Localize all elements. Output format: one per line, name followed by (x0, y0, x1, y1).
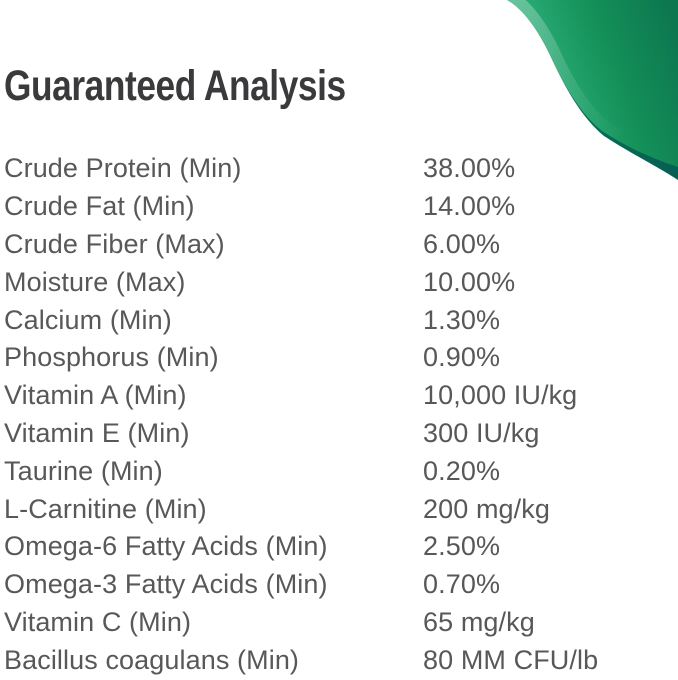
nutrient-label: Vitamin E (Min) (4, 417, 190, 448)
analysis-row: Vitamin E (Min) 300 IU/kg (4, 415, 678, 453)
nutrient-label: Crude Fiber (Max) (4, 228, 225, 259)
nutrient-value: 10,000 IU/kg (423, 380, 578, 411)
nutrient-label: Crude Fat (Min) (4, 191, 195, 222)
swoosh-main (507, 0, 678, 167)
nutrient-label: Taurine (Min) (4, 455, 163, 486)
analysis-row: Omega-3 Fatty Acids (Min) 0.70% (4, 566, 678, 604)
nutrient-value: 1.30% (423, 304, 501, 335)
nutrient-label: Moisture (Max) (4, 266, 186, 297)
nutrient-label: Phosphorus (Min) (4, 342, 219, 373)
nutrient-value: 300 IU/kg (423, 417, 540, 448)
nutrient-value: 0.70% (423, 569, 501, 600)
nutrient-value: 10.00% (423, 266, 516, 297)
nutrient-value: 14.00% (423, 191, 516, 222)
nutrient-label: Bacillus coagulans (Min) (4, 644, 300, 675)
analysis-row: Moisture (Max) 10.00% (4, 263, 678, 301)
nutrient-value: 65 mg/kg (423, 606, 535, 637)
nutrient-value: 0.20% (423, 455, 501, 486)
analysis-row: L-Carnitine (Min) 200 mg/kg (4, 490, 678, 528)
analysis-table: Crude Protein (Min) 38.00% Crude Fat (Mi… (4, 150, 678, 679)
nutrient-label: Crude Protein (Min) (4, 153, 242, 184)
page-title: Guaranteed Analysis (4, 63, 421, 110)
nutrient-label: Omega-3 Fatty Acids (Min) (4, 569, 328, 600)
nutrient-value: 200 mg/kg (423, 493, 550, 524)
analysis-row: Crude Fat (Min) 14.00% (4, 188, 678, 226)
nutrient-label: Calcium (Min) (4, 304, 172, 335)
analysis-row: Phosphorus (Min) 0.90% (4, 339, 678, 377)
page-title-text: Guaranteed Analysis (4, 62, 346, 110)
nutrient-label: L-Carnitine (Min) (4, 493, 207, 524)
nutrient-value: 2.50% (423, 531, 501, 562)
nutrient-value: 6.00% (423, 228, 501, 259)
analysis-row: Crude Fiber (Max) 6.00% (4, 226, 678, 264)
analysis-row: Vitamin A (Min) 10,000 IU/kg (4, 377, 678, 415)
nutrient-value: 0.90% (423, 342, 501, 373)
nutrient-value: 38.00% (423, 153, 516, 184)
analysis-row: Crude Protein (Min) 38.00% (4, 150, 678, 188)
analysis-row: Calcium (Min) 1.30% (4, 301, 678, 339)
nutrient-label: Omega-6 Fatty Acids (Min) (4, 531, 328, 562)
analysis-row: Vitamin C (Min) 65 mg/kg (4, 604, 678, 642)
analysis-row: Taurine (Min) 0.20% (4, 452, 678, 490)
nutrient-value: 80 MM CFU/lb (423, 644, 599, 675)
nutrient-label: Vitamin A (Min) (4, 380, 187, 411)
analysis-row: Omega-6 Fatty Acids (Min) 2.50% (4, 528, 678, 566)
analysis-row: Bacillus coagulans (Min) 80 MM CFU/lb (4, 641, 678, 679)
nutrient-label: Vitamin C (Min) (4, 606, 192, 637)
